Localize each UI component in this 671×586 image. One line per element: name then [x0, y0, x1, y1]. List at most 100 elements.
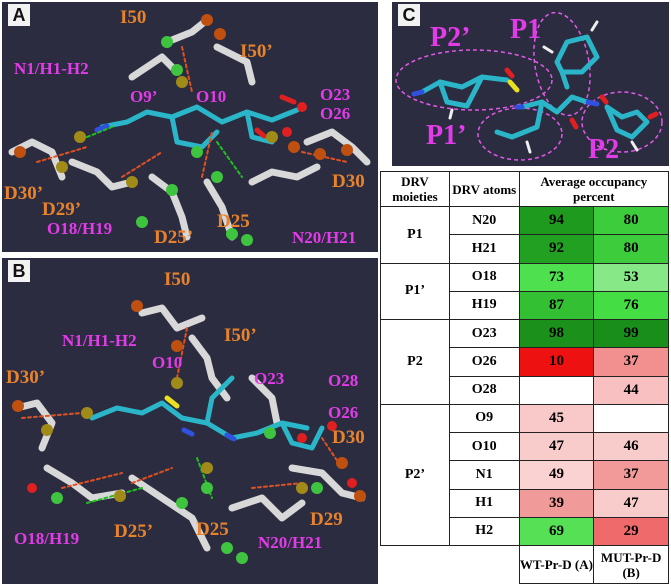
label-i50: I50 [164, 269, 191, 290]
panel-b-molecule [12, 300, 366, 564]
atom-cell: O28 [448, 375, 520, 405]
moiety-cell: P1’ [380, 262, 450, 320]
footer-mut: MUT-Pr-D (B) [593, 545, 669, 584]
atom-cell: O23 [448, 318, 520, 349]
wt-occupancy-cell: 47 [518, 431, 595, 462]
label-i50-prime: I50’ [224, 325, 257, 346]
label-o28: O28 [328, 371, 359, 390]
mut-occupancy-cell: 53 [593, 262, 669, 292]
table-row: P2 O23 98 99 [380, 318, 669, 405]
table-row: O28 44 [381, 375, 669, 405]
panel-a-tag: A [8, 4, 30, 26]
wt-occupancy-cell: 69 [518, 516, 595, 547]
wt-occupancy-cell: 94 [518, 205, 595, 236]
mut-occupancy-cell: 46 [593, 431, 669, 462]
label-o23: O23 [254, 369, 285, 388]
atom-cell: N20 [448, 205, 520, 236]
atom-cell: O9 [448, 403, 520, 434]
mut-occupancy-cell: 44 [593, 375, 669, 405]
mut-occupancy-cell [593, 403, 669, 434]
label-i50-prime: I50’ [240, 41, 273, 62]
wt-occupancy-cell: 92 [518, 234, 595, 264]
header-atoms: DRV atoms [448, 171, 520, 207]
panel-c: C P2’ P1 P1’ P2 [392, 2, 669, 166]
label-n1-h1-h2: N1/H1-H2 [62, 331, 137, 350]
wt-occupancy-cell: 73 [518, 262, 595, 292]
label-n20-h21: N20/H21 [258, 533, 323, 552]
wt-occupancy-cell: 87 [518, 290, 595, 321]
label-d25-prime: D25’ [114, 521, 154, 542]
wt-occupancy-cell: 45 [518, 403, 595, 434]
wt-occupancy-cell: 98 [518, 318, 595, 349]
table-row: P2’ O9 45 [380, 403, 669, 547]
moiety-cell: P2 [380, 319, 450, 405]
table-body: P1 N20 94 80 H21 92 80 P1’ O18 73 53 H19 87 76 P2 O23 98… [380, 205, 669, 547]
label-i50: I50 [120, 7, 147, 28]
header-occupancy: Average occupancy percent [518, 171, 670, 207]
panel-b-tag: B [8, 260, 30, 282]
atom-cell: H19 [448, 290, 520, 321]
label-d30: D30 [332, 427, 365, 448]
label-o10: O10 [196, 87, 227, 106]
label-p2: P2 [588, 134, 620, 165]
label-o18-h19: O18/H19 [14, 529, 80, 548]
mut-occupancy-cell: 37 [593, 347, 669, 377]
panel-c-molecule [395, 11, 663, 161]
label-d25-prime: D25’ [154, 227, 194, 248]
label-p1-prime: P1’ [426, 120, 467, 151]
table-row: H19 87 76 [381, 290, 669, 321]
label-d29: D29 [310, 509, 343, 530]
table-row: N1 49 37 [381, 460, 669, 490]
label-d30-prime: D30’ [6, 367, 46, 388]
label-n1-h1-h2: N1/H1-H2 [14, 59, 89, 78]
label-d30: D30 [332, 171, 365, 192]
mut-occupancy-cell: 80 [593, 234, 669, 264]
moiety-cell: P2’ [380, 403, 450, 547]
panel-c-tag: C [398, 4, 420, 26]
occupancy-table: DRV moieties DRV atoms Average occupancy… [380, 171, 670, 584]
label-n20-h21: N20/H21 [292, 228, 357, 247]
wt-occupancy-cell: 39 [518, 488, 595, 518]
panel-b: B I50 N1/H1-H2 I50’ O10 O23 O28 D30’ O26… [2, 258, 378, 584]
label-o26: O26 [328, 403, 359, 422]
table-row: H2 69 29 [381, 516, 669, 547]
label-p1: P1 [510, 14, 542, 45]
label-o9-prime: O9’ [130, 87, 158, 106]
label-d30-prime: D30’ [4, 183, 44, 204]
label-d25: D25 [217, 211, 250, 232]
label-o23: O23 [320, 85, 351, 104]
atom-cell: H21 [448, 234, 520, 264]
table-row: O10 47 46 [381, 431, 669, 462]
wt-occupancy-cell [518, 375, 595, 405]
mut-occupancy-cell: 37 [593, 460, 669, 490]
label-o10: O10 [152, 353, 183, 372]
mut-occupancy-cell: 99 [593, 318, 669, 349]
header-moieties: DRV moieties [380, 171, 450, 207]
atom-cell: H2 [448, 516, 520, 547]
wt-occupancy-cell: 49 [518, 460, 595, 490]
mut-occupancy-cell: 47 [593, 488, 669, 518]
label-p2-prime: P2’ [430, 22, 471, 53]
mut-occupancy-cell: 80 [593, 205, 669, 236]
moiety-cell: P1 [380, 206, 450, 264]
mut-occupancy-cell: 76 [593, 290, 669, 321]
panel-a: A I50 I50’ N1/H1-H2 O9’ O10 O23 O26 D30’… [2, 2, 378, 252]
table-footer-row: WT-Pr-D (A) MUT-Pr-D (B) [380, 545, 669, 584]
table-row: P1 N20 94 80 [380, 205, 669, 264]
panel-a-molecule [8, 14, 371, 246]
atom-cell: O10 [448, 431, 520, 462]
footer-blank-2 [449, 545, 520, 584]
table-row: P1’ O18 73 53 [380, 262, 669, 320]
wt-occupancy-cell: 10 [518, 347, 595, 377]
label-d25: D25 [196, 519, 229, 540]
atom-cell: O18 [448, 262, 520, 292]
atom-cell: O26 [448, 347, 520, 377]
table-header-row: DRV moieties DRV atoms Average occupancy… [380, 171, 670, 207]
label-o26: O26 [320, 104, 351, 123]
atom-cell: H1 [448, 488, 520, 518]
footer-wt: WT-Pr-D (A) [518, 545, 595, 584]
label-d29-prime: D29’ [42, 199, 82, 220]
atom-cell: N1 [448, 460, 520, 490]
footer-blank-1 [380, 545, 450, 584]
label-o18-h19: O18/H19 [47, 219, 113, 238]
